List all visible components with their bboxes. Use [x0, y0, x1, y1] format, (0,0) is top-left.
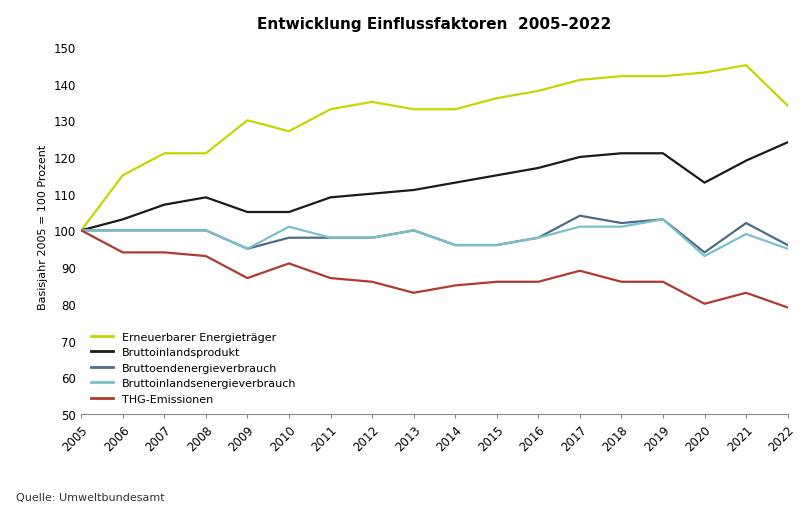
Erneuerbarer Energieträger — [118, 173, 127, 179]
Bruttoendenergieverbrauch — [76, 228, 86, 234]
Bruttoinlandsenergieverbrauch — [76, 228, 86, 234]
Bruttoendenergieverbrauch — [367, 235, 376, 241]
THG-Emissionen — [76, 228, 86, 234]
Bruttoinlandsenergieverbrauch — [450, 242, 460, 248]
Bruttoinlandsenergieverbrauch — [782, 246, 792, 252]
Bruttoinlandsprodukt — [450, 180, 460, 186]
Bruttoinlandsenergieverbrauch — [159, 228, 169, 234]
Legend: Erneuerbarer Energieträger, Bruttoinlandsprodukt, Bruttoendenergieverbrauch, Bru: Erneuerbarer Energieträger, Bruttoinland… — [87, 328, 301, 409]
Bruttoinlandsprodukt — [118, 217, 127, 223]
Bruttoinlandsprodukt — [491, 173, 501, 179]
Erneuerbarer Energieträger — [450, 107, 460, 113]
Bruttoinlandsenergieverbrauch — [325, 235, 335, 241]
Bruttoinlandsprodukt — [782, 140, 792, 146]
Bruttoinlandsenergieverbrauch — [616, 224, 625, 230]
Line: Bruttoinlandsenergieverbrauch: Bruttoinlandsenergieverbrauch — [81, 220, 787, 257]
Erneuerbarer Energieträger — [616, 74, 625, 80]
Bruttoendenergieverbrauch — [325, 235, 335, 241]
Bruttoinlandsprodukt — [367, 191, 376, 197]
Erneuerbarer Energieträger — [782, 104, 792, 110]
Bruttoinlandsprodukt — [574, 155, 584, 161]
Bruttoinlandsenergieverbrauch — [367, 235, 376, 241]
Line: Bruttoinlandsprodukt: Bruttoinlandsprodukt — [81, 143, 787, 231]
THG-Emissionen — [574, 268, 584, 274]
Bruttoinlandsprodukt — [159, 202, 169, 208]
Bruttoinlandsenergieverbrauch — [533, 235, 543, 241]
Erneuerbarer Energieträger — [201, 151, 211, 157]
Bruttoendenergieverbrauch — [657, 217, 667, 223]
THG-Emissionen — [367, 279, 376, 285]
Erneuerbarer Energieträger — [242, 118, 252, 124]
Bruttoinlandsprodukt — [657, 151, 667, 157]
THG-Emissionen — [325, 276, 335, 282]
Erneuerbarer Energieträger — [740, 63, 750, 69]
Bruttoinlandsprodukt — [201, 195, 211, 201]
Bruttoendenergieverbrauch — [450, 242, 460, 248]
Erneuerbarer Energieträger — [367, 99, 376, 106]
Bruttoendenergieverbrauch — [533, 235, 543, 241]
Line: Bruttoendenergieverbrauch: Bruttoendenergieverbrauch — [81, 216, 787, 253]
Line: Erneuerbarer Energieträger: Erneuerbarer Energieträger — [81, 66, 787, 231]
THG-Emissionen — [616, 279, 625, 285]
Text: Quelle: Umweltbundesamt: Quelle: Umweltbundesamt — [16, 492, 165, 502]
Erneuerbarer Energieträger — [657, 74, 667, 80]
Bruttoendenergieverbrauch — [242, 246, 252, 252]
Erneuerbarer Energieträger — [491, 96, 501, 102]
Erneuerbarer Energieträger — [533, 89, 543, 95]
THG-Emissionen — [201, 254, 211, 260]
Bruttoinlandsprodukt — [533, 166, 543, 172]
Bruttoendenergieverbrauch — [284, 235, 294, 241]
THG-Emissionen — [699, 301, 709, 307]
Erneuerbarer Energieträger — [574, 78, 584, 84]
Bruttoinlandsenergieverbrauch — [491, 242, 501, 248]
Bruttoendenergieverbrauch — [408, 228, 418, 234]
Bruttoendenergieverbrauch — [574, 213, 584, 219]
Bruttoinlandsprodukt — [408, 187, 418, 193]
Erneuerbarer Energieträger — [408, 107, 418, 113]
THG-Emissionen — [491, 279, 501, 285]
Bruttoendenergieverbrauch — [740, 221, 750, 227]
Bruttoendenergieverbrauch — [782, 242, 792, 248]
Erneuerbarer Energieträger — [699, 70, 709, 76]
THG-Emissionen — [159, 250, 169, 256]
Bruttoendenergieverbrauch — [118, 228, 127, 234]
Bruttoendenergieverbrauch — [616, 221, 625, 227]
THG-Emissionen — [242, 276, 252, 282]
Bruttoinlandsprodukt — [242, 210, 252, 216]
Bruttoinlandsenergieverbrauch — [657, 217, 667, 223]
Bruttoendenergieverbrauch — [201, 228, 211, 234]
Bruttoendenergieverbrauch — [159, 228, 169, 234]
Bruttoinlandsenergieverbrauch — [408, 228, 418, 234]
Title: Entwicklung Einflussfaktoren  2005–2022: Entwicklung Einflussfaktoren 2005–2022 — [257, 17, 611, 32]
Bruttoinlandsprodukt — [699, 180, 709, 186]
THG-Emissionen — [450, 283, 460, 289]
THG-Emissionen — [657, 279, 667, 285]
Bruttoinlandsenergieverbrauch — [284, 224, 294, 230]
Bruttoinlandsenergieverbrauch — [699, 254, 709, 260]
THG-Emissionen — [118, 250, 127, 256]
Bruttoinlandsprodukt — [616, 151, 625, 157]
Erneuerbarer Energieträger — [159, 151, 169, 157]
THG-Emissionen — [284, 261, 294, 267]
Bruttoinlandsprodukt — [284, 210, 294, 216]
THG-Emissionen — [782, 305, 792, 311]
Bruttoinlandsenergieverbrauch — [740, 232, 750, 238]
Erneuerbarer Energieträger — [284, 129, 294, 135]
Bruttoinlandsprodukt — [325, 195, 335, 201]
THG-Emissionen — [408, 290, 418, 296]
THG-Emissionen — [533, 279, 543, 285]
Y-axis label: Basisjahr 2005 = 100 Prozent: Basisjahr 2005 = 100 Prozent — [38, 145, 49, 310]
Bruttoinlandsenergieverbrauch — [242, 246, 252, 252]
Bruttoinlandsenergieverbrauch — [574, 224, 584, 230]
Bruttoinlandsprodukt — [740, 158, 750, 164]
Bruttoendenergieverbrauch — [491, 242, 501, 248]
Erneuerbarer Energieträger — [76, 228, 86, 234]
Bruttoinlandsprodukt — [76, 228, 86, 234]
Bruttoinlandsenergieverbrauch — [118, 228, 127, 234]
Erneuerbarer Energieträger — [325, 107, 335, 113]
Line: THG-Emissionen: THG-Emissionen — [81, 231, 787, 308]
Bruttoendenergieverbrauch — [699, 250, 709, 256]
THG-Emissionen — [740, 290, 750, 296]
Bruttoinlandsenergieverbrauch — [201, 228, 211, 234]
